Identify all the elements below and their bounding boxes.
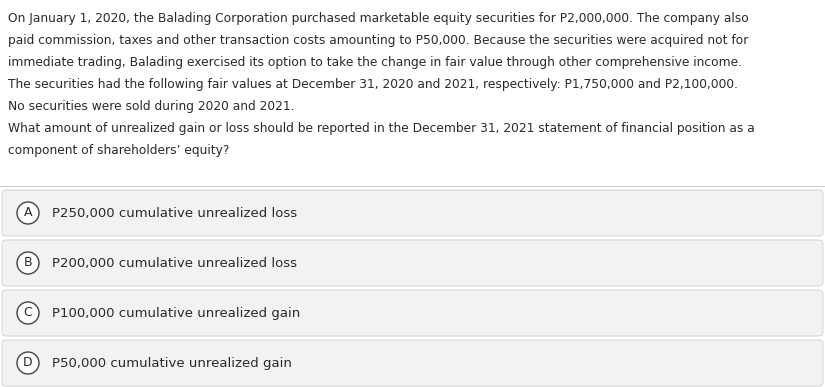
Text: immediate trading, Balading exercised its option to take the change in fair valu: immediate trading, Balading exercised it… [8,56,742,69]
Text: On January 1, 2020, the Balading Corporation purchased marketable equity securit: On January 1, 2020, the Balading Corpora… [8,12,749,25]
Text: paid commission, taxes and other transaction costs amounting to P50,000. Because: paid commission, taxes and other transac… [8,34,748,47]
Text: P200,000 cumulative unrealized loss: P200,000 cumulative unrealized loss [52,257,297,269]
Text: component of shareholders’ equity?: component of shareholders’ equity? [8,144,229,157]
Ellipse shape [17,352,39,374]
Text: A: A [24,207,32,219]
Text: What amount of unrealized gain or loss should be reported in the December 31, 20: What amount of unrealized gain or loss s… [8,122,755,135]
Ellipse shape [17,202,39,224]
Ellipse shape [17,302,39,324]
FancyBboxPatch shape [2,240,823,286]
Text: P250,000 cumulative unrealized loss: P250,000 cumulative unrealized loss [52,207,297,219]
FancyBboxPatch shape [2,290,823,336]
Text: D: D [23,356,33,370]
FancyBboxPatch shape [2,190,823,236]
Text: No securities were sold during 2020 and 2021.: No securities were sold during 2020 and … [8,100,295,113]
Text: B: B [24,257,32,269]
FancyBboxPatch shape [2,340,823,386]
Text: P50,000 cumulative unrealized gain: P50,000 cumulative unrealized gain [52,356,292,370]
Text: P100,000 cumulative unrealized gain: P100,000 cumulative unrealized gain [52,307,300,320]
Ellipse shape [17,252,39,274]
Text: C: C [24,307,32,320]
Text: The securities had the following fair values at December 31, 2020 and 2021, resp: The securities had the following fair va… [8,78,738,91]
